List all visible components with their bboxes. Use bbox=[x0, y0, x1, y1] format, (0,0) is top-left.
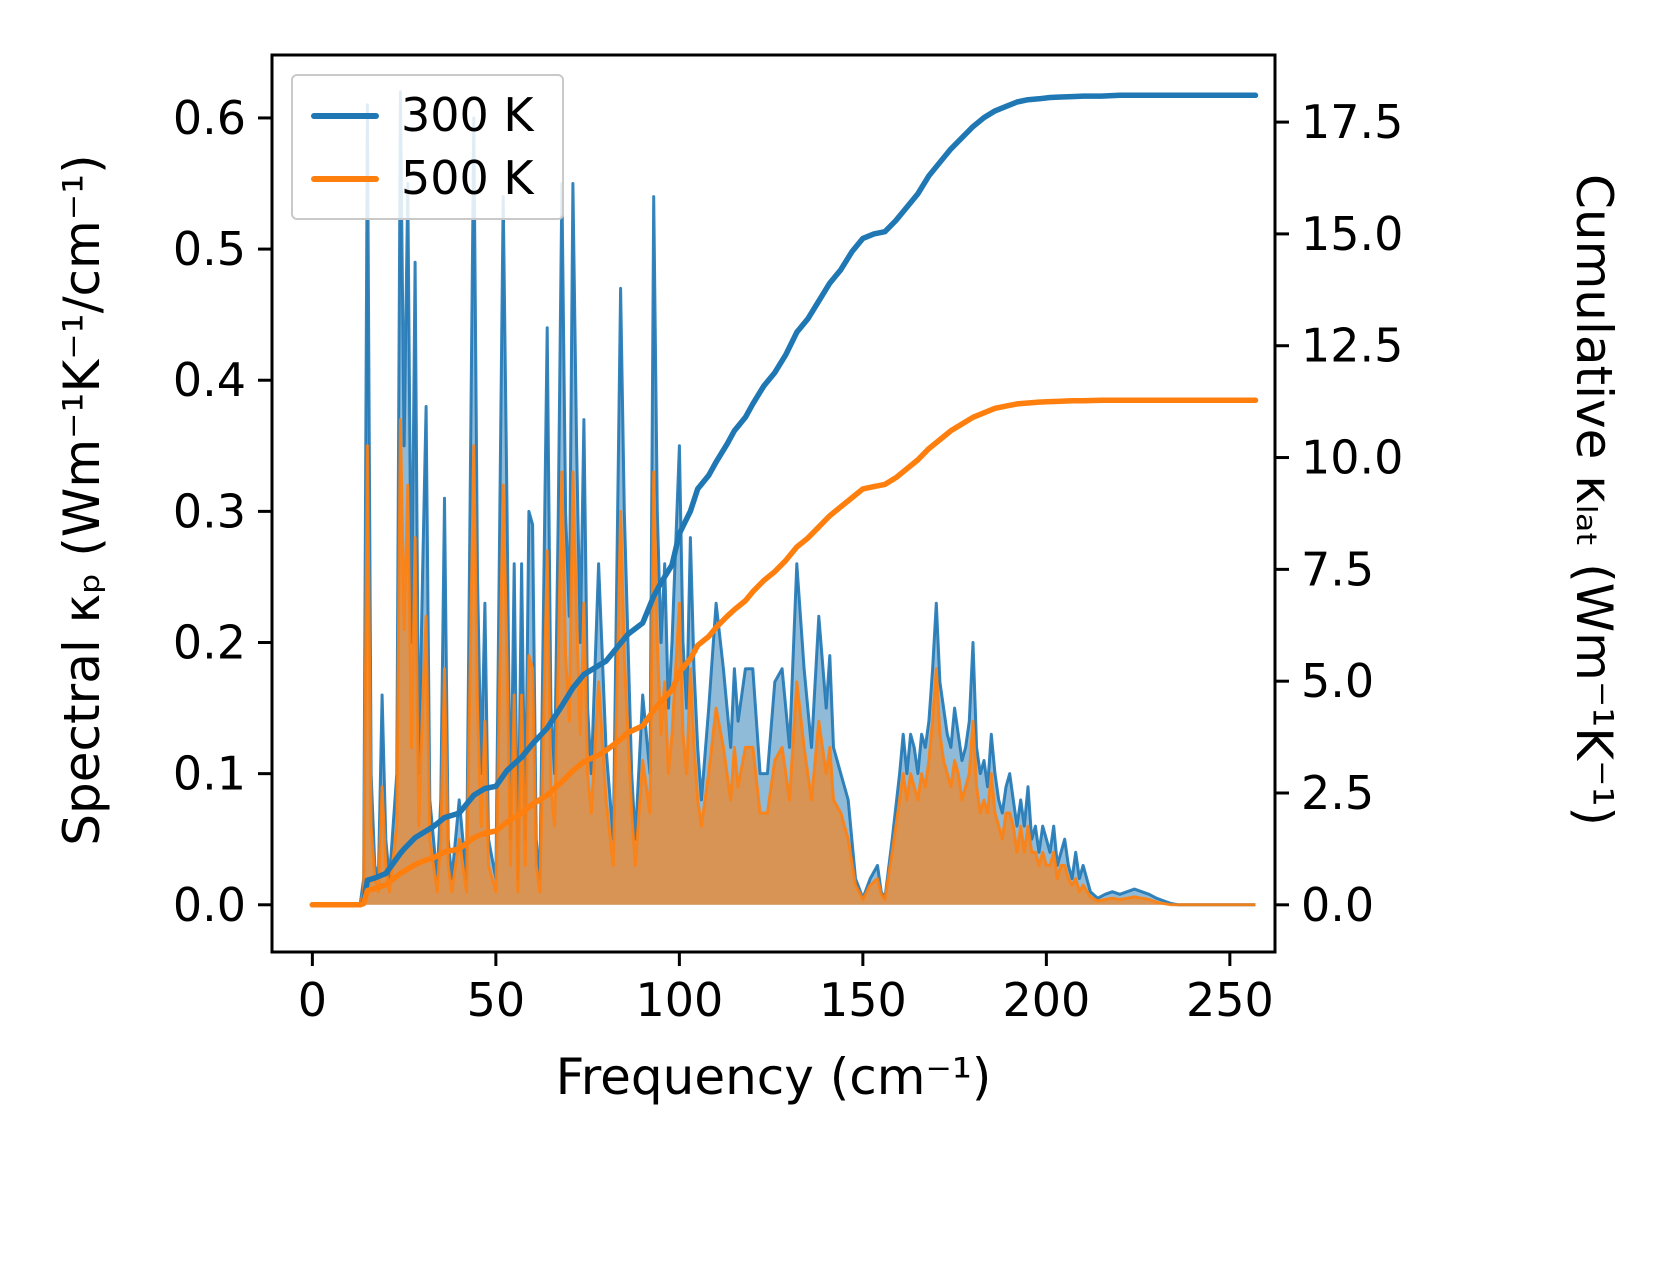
y-right-tick-label: 10.0 bbox=[1301, 431, 1403, 485]
x-tick-label: 200 bbox=[1002, 973, 1090, 1027]
legend-swatch-500k-icon bbox=[311, 175, 379, 182]
x-tick-label: 250 bbox=[1186, 973, 1274, 1027]
y-left-tick-label: 0.1 bbox=[173, 747, 246, 801]
spectral-line-500k bbox=[312, 418, 1256, 907]
legend: 300 K 500 K bbox=[291, 74, 564, 221]
legend-item-300k: 300 K bbox=[311, 88, 534, 143]
spectral-line-300k bbox=[312, 90, 1256, 907]
y-right-tick-label: 17.5 bbox=[1301, 95, 1403, 149]
cumulative-line-300k bbox=[309, 92, 1259, 908]
legend-item-500k: 500 K bbox=[311, 151, 534, 206]
legend-label-300k: 300 K bbox=[401, 88, 534, 142]
y-axis-label-right: Cumulative κₗₐₜ (Wm⁻¹K⁻¹) bbox=[1565, 173, 1623, 827]
y-right-tick-label: 7.5 bbox=[1301, 542, 1374, 596]
x-tick-label: 150 bbox=[819, 973, 907, 1027]
y-right-tick-label: 12.5 bbox=[1301, 319, 1403, 373]
y-left-tick-label: 0.4 bbox=[173, 353, 246, 407]
y-left-tick-label: 0.5 bbox=[173, 222, 246, 276]
cumulative-line-500k bbox=[309, 397, 1259, 908]
y-right-tick-label: 2.5 bbox=[1301, 766, 1374, 820]
y-axis-label-left: Spectral κₚ (Wm⁻¹K⁻¹/cm⁻¹) bbox=[53, 154, 111, 846]
y-left-tick-label: 0.6 bbox=[173, 91, 246, 145]
x-axis-label: Frequency (cm⁻¹) bbox=[555, 1048, 992, 1106]
x-tick-label: 0 bbox=[298, 973, 327, 1027]
x-tick-label: 100 bbox=[635, 973, 723, 1027]
plot-border bbox=[270, 53, 1277, 954]
legend-swatch-300k-icon bbox=[311, 112, 379, 119]
spectral-area-500k bbox=[312, 419, 1256, 905]
y-left-tick-label: 0.0 bbox=[173, 878, 246, 932]
y-right-tick-label: 5.0 bbox=[1301, 654, 1374, 708]
y-left-tick-label: 0.3 bbox=[173, 484, 246, 538]
y-right-tick-label: 0.0 bbox=[1301, 878, 1374, 932]
legend-label-500k: 500 K bbox=[401, 151, 534, 206]
x-tick-label: 50 bbox=[467, 973, 526, 1027]
y-left-tick-label: 0.2 bbox=[173, 616, 246, 670]
y-right-tick-label: 15.0 bbox=[1301, 207, 1403, 261]
